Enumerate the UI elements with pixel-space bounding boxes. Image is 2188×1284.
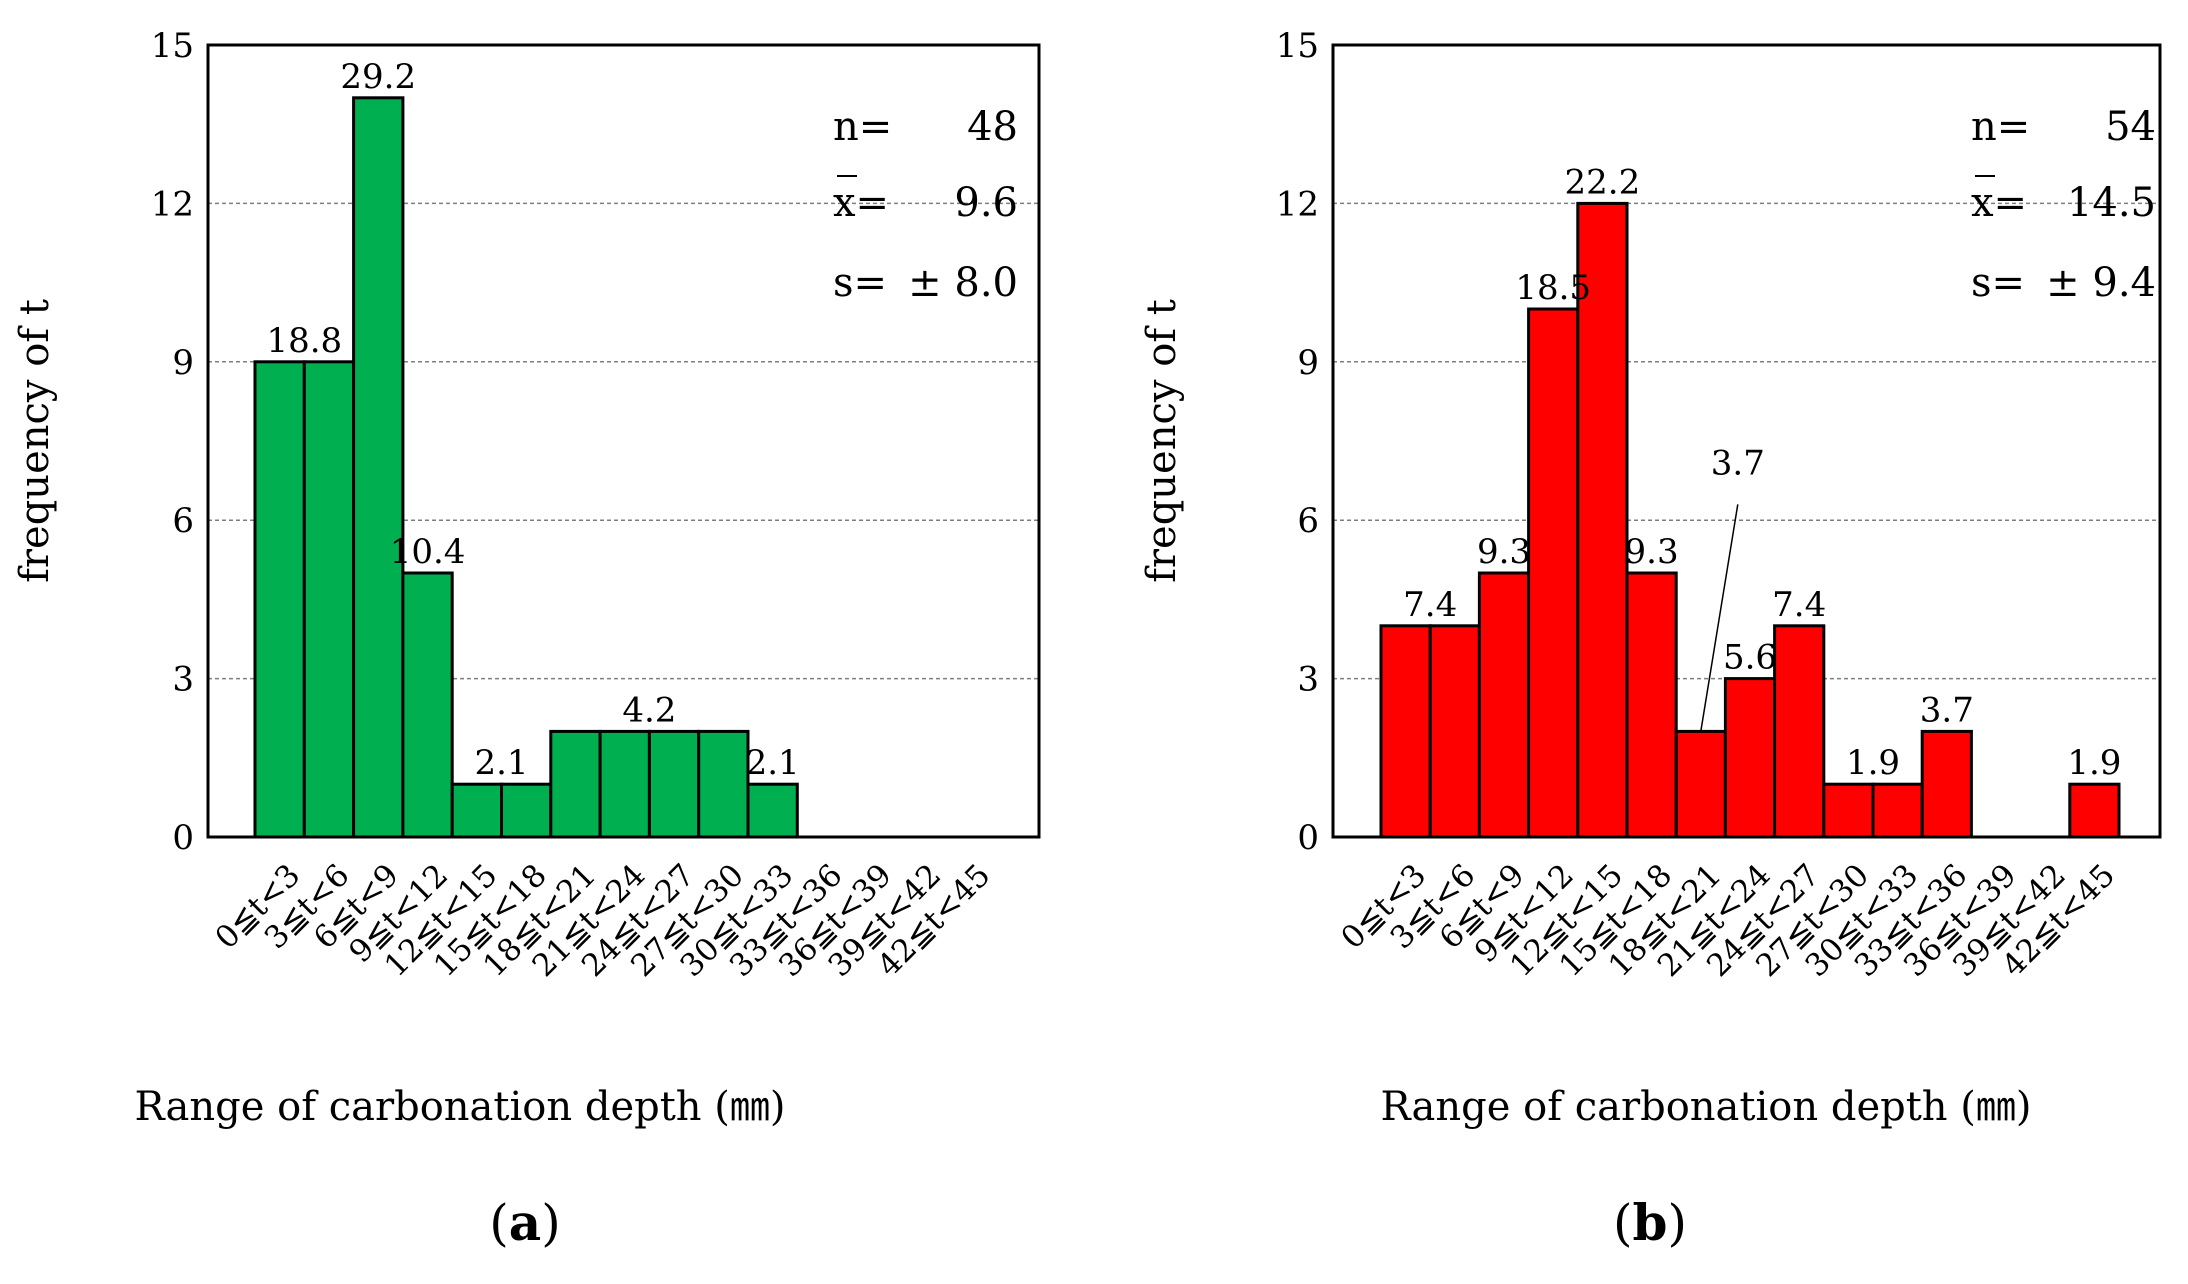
y-axis-title: frequency of t	[1139, 299, 1185, 583]
y-tick-label: 3	[1297, 660, 1319, 700]
data-label: 3.7	[1920, 690, 1974, 730]
data-label: 9.3	[1477, 532, 1531, 572]
x-axis-title: Range of carbonation depth (㎜)	[1381, 1084, 2032, 1130]
stat-sd-value: ± 8.0	[908, 260, 1018, 306]
stat-mean-label: x=	[833, 180, 889, 226]
panel-label: (a)	[489, 1193, 560, 1252]
y-tick-label: 12	[151, 184, 194, 224]
data-label: 4.2	[622, 690, 676, 730]
bar	[1920, 729, 1973, 839]
bar	[1871, 782, 1924, 839]
y-tick-label: 0	[1297, 818, 1319, 858]
stat-sd-label: s=	[833, 260, 887, 306]
bar	[1625, 571, 1678, 839]
panel-label: (b)	[1613, 1193, 1687, 1252]
bar	[1527, 307, 1580, 839]
data-label: 2.1	[474, 743, 528, 783]
plot-area	[206, 43, 1041, 839]
stat-sd-value: ± 9.4	[2046, 260, 2156, 306]
data-label: 9.3	[1625, 532, 1679, 572]
x-axis-title: Range of carbonation depth (㎜)	[135, 1084, 786, 1130]
stat-n-value: 48	[967, 104, 1018, 150]
data-label: 18.8	[266, 321, 342, 361]
chart-panel-a: 0369121518.829.210.42.14.22.10≦t<33≦t<66…	[12, 26, 1041, 1252]
data-label: 1.9	[1846, 743, 1900, 783]
data-label: 3.7	[1711, 443, 1765, 483]
stat-sd-label: s=	[1971, 260, 2025, 306]
leader-line	[1700, 504, 1739, 732]
bar	[401, 571, 454, 839]
bar	[647, 729, 701, 839]
y-tick-label: 9	[1297, 343, 1319, 383]
stat-mean-label: x=	[1971, 180, 2027, 226]
stat-n-label: n=	[1971, 104, 2030, 150]
data-label: 29.2	[340, 57, 416, 97]
y-tick-label: 12	[1276, 184, 1319, 224]
bar	[450, 782, 504, 839]
bar	[1379, 624, 1432, 839]
bar	[1477, 571, 1531, 839]
data-label: 2.1	[746, 743, 800, 783]
bar	[697, 729, 750, 839]
bar	[1674, 729, 1727, 839]
bar	[598, 729, 651, 839]
bar	[1822, 782, 1875, 839]
data-label: 7.4	[1403, 585, 1457, 625]
data-label: 10.4	[390, 532, 466, 572]
bar	[253, 360, 306, 839]
bar	[1576, 201, 1629, 839]
bar	[302, 360, 356, 839]
data-label: 22.2	[1565, 162, 1641, 202]
y-tick-label: 3	[172, 660, 194, 700]
bar	[1723, 677, 1777, 839]
y-tick-label: 9	[172, 343, 194, 383]
y-tick-label: 6	[1297, 501, 1319, 541]
stat-mean-value: 14.5	[2067, 180, 2156, 226]
bar	[746, 782, 799, 839]
data-label: 18.5	[1515, 268, 1591, 308]
bar	[549, 729, 602, 839]
data-label: 1.9	[2067, 743, 2121, 783]
bar	[2068, 782, 2121, 839]
data-label: 5.6	[1723, 638, 1777, 678]
y-tick-label: 15	[1276, 26, 1319, 66]
y-axis-title: frequency of t	[12, 299, 58, 583]
stat-mean-value: 9.6	[954, 180, 1018, 226]
bar	[1428, 624, 1481, 839]
bar	[1773, 624, 1826, 839]
y-tick-label: 0	[172, 818, 194, 858]
y-tick-label: 15	[151, 26, 194, 66]
stat-n-label: n=	[833, 104, 892, 150]
stat-n-value: 54	[2105, 104, 2156, 150]
plot-area	[1331, 43, 2162, 839]
chart-panel-b: 0 3 6 9 12 15 7.4 9.3 18.5 22.2 9.3 3.7 5.6 7.4 1.9 3.7…	[1139, 26, 2162, 1252]
data-label: 7.4	[1772, 585, 1826, 625]
y-tick-label: 6	[172, 501, 194, 541]
bar	[352, 96, 405, 839]
bar	[500, 782, 553, 839]
